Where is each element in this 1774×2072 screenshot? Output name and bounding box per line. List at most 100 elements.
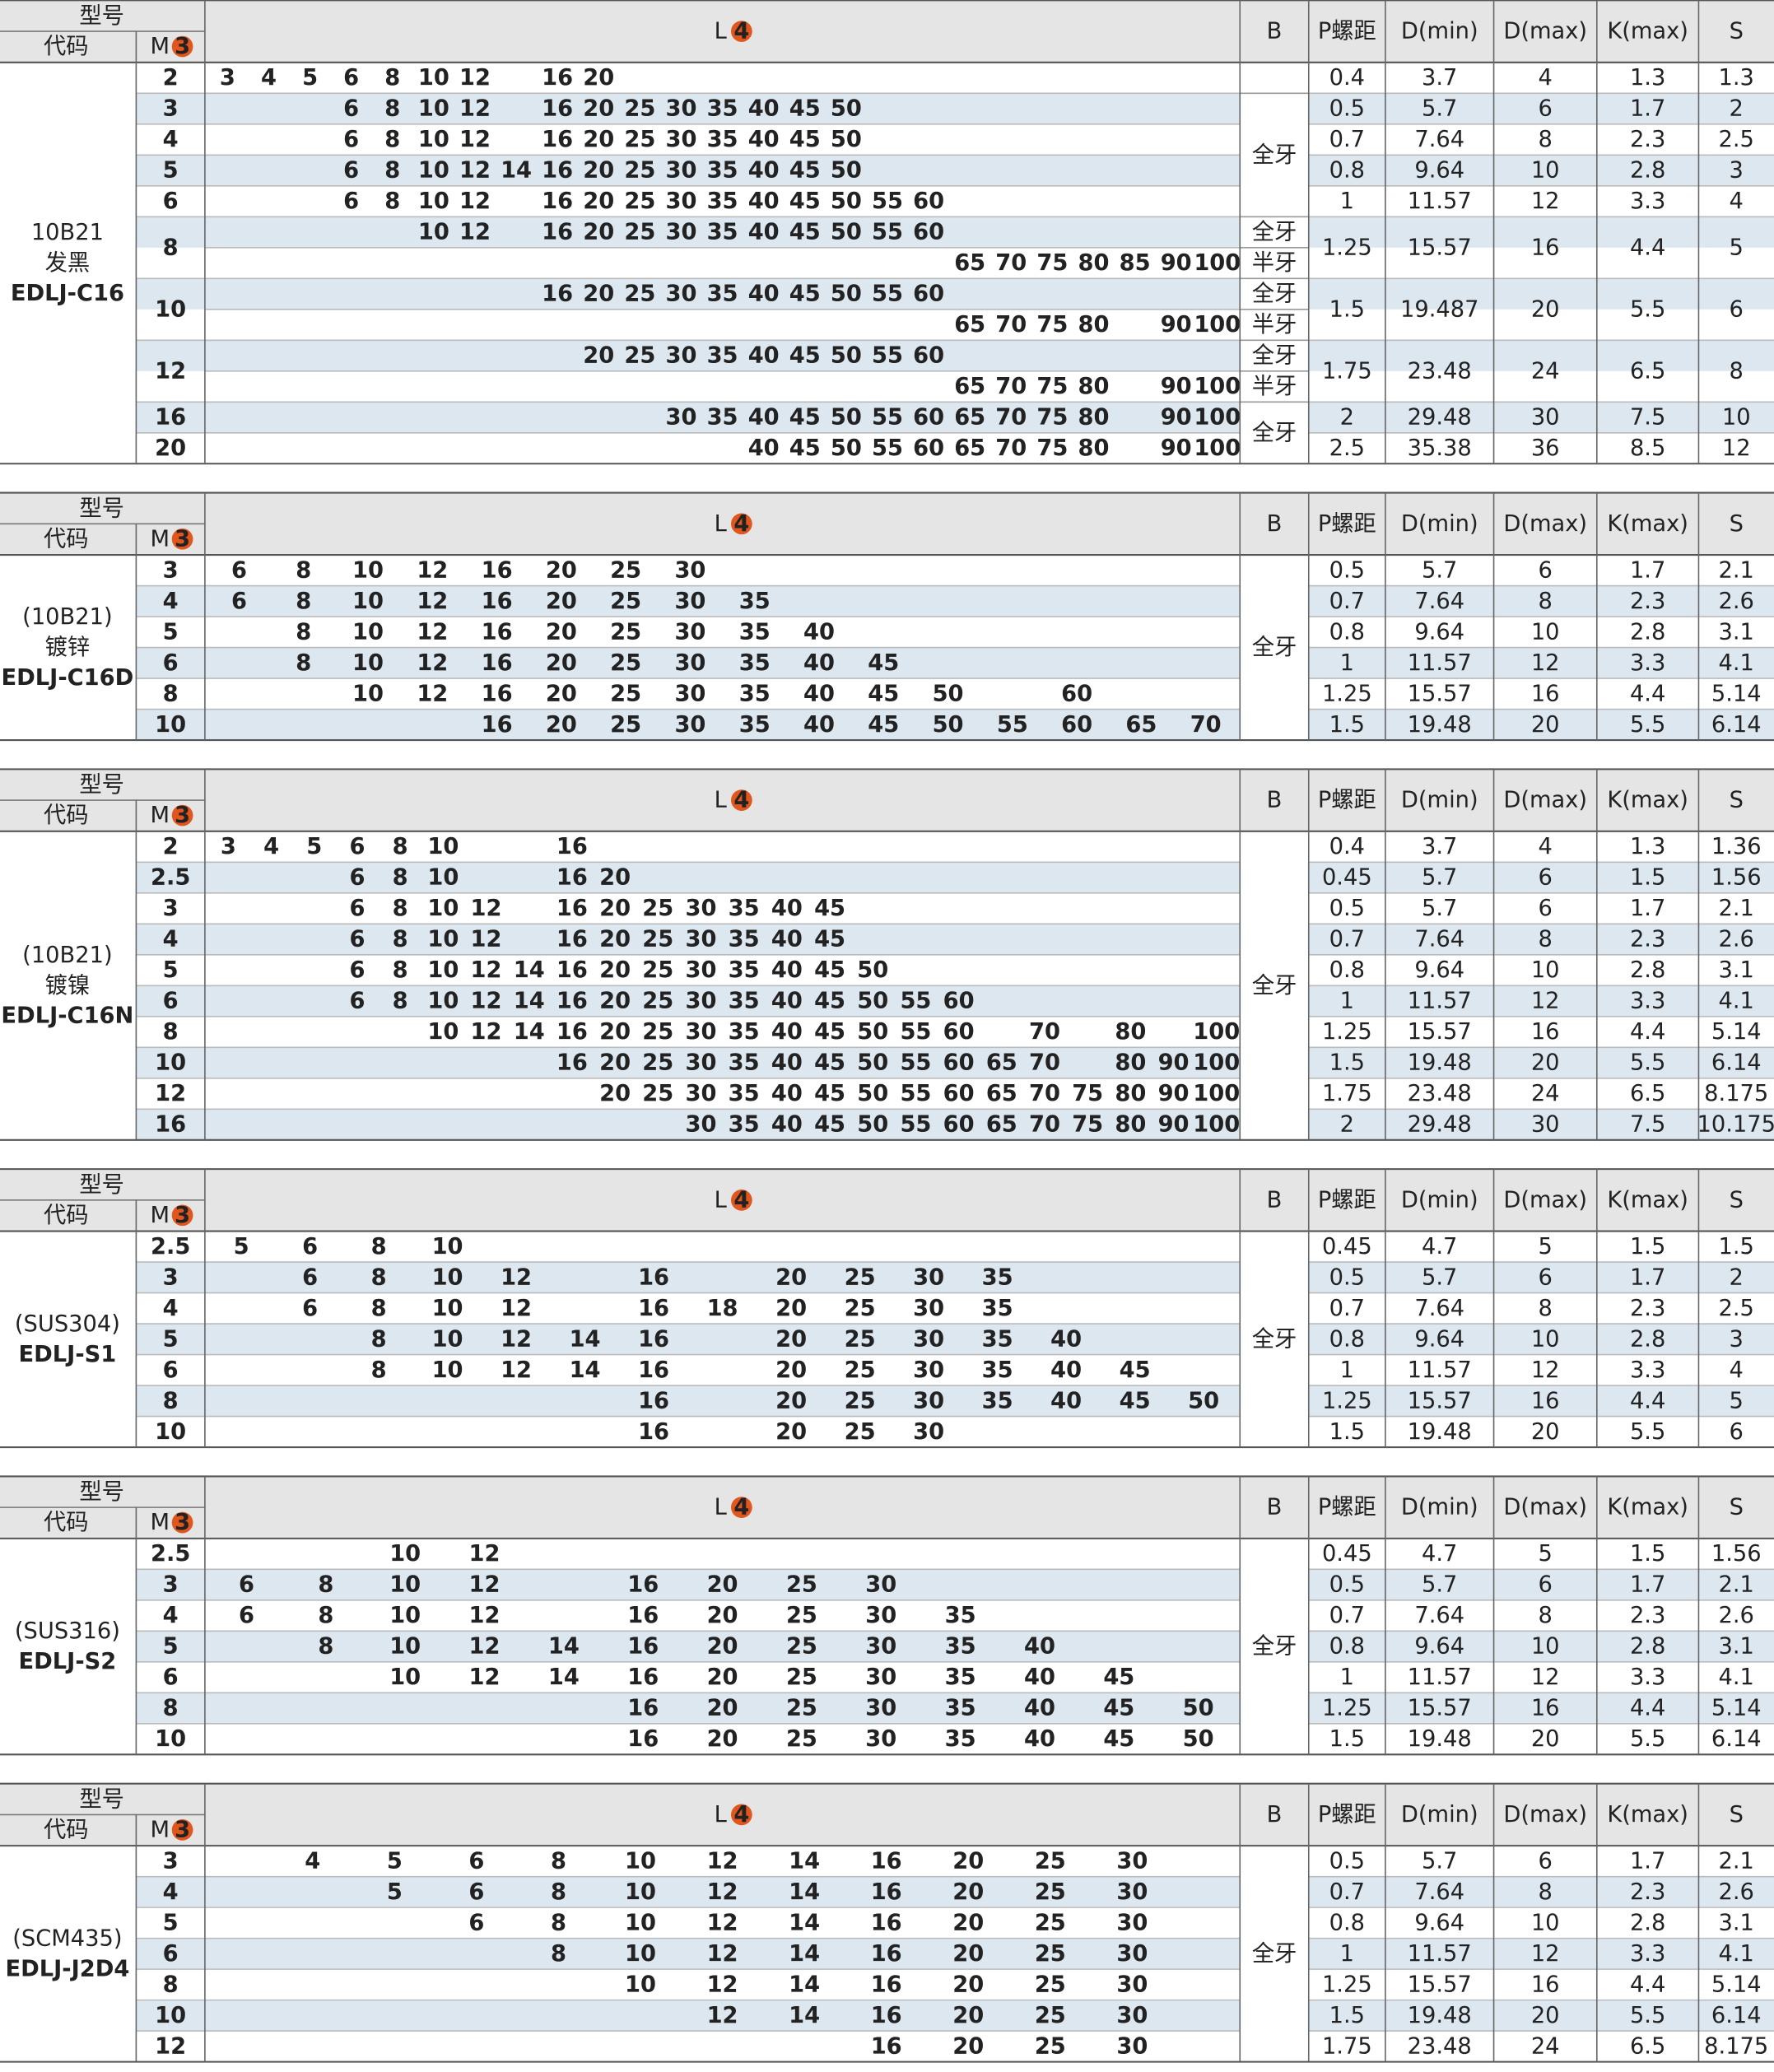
length-value: 50 [831,405,862,431]
k-value: 6.5 [1630,1081,1665,1106]
dmax-value: 6 [1539,1848,1553,1874]
length-value: 6 [349,865,365,891]
length-value: 10 [418,127,449,152]
length-value: 6 [343,189,359,214]
p-value: 1 [1340,989,1354,1014]
header-s: S [1730,788,1744,813]
length-value: 90 [1161,405,1192,431]
length-value: 14 [789,1972,820,1997]
k-value: 3.3 [1630,1941,1665,1967]
length-value: 6 [468,1910,484,1935]
row-shade [136,709,1241,741]
dmin-value: 7.64 [1414,589,1464,614]
header-l: L [715,19,728,44]
header-l: L [715,1802,728,1828]
length-value: 50 [831,343,862,369]
length-value: 45 [814,989,845,1014]
length-value: 16 [556,989,588,1014]
s-value: 2.5 [1719,1296,1754,1321]
header-p: P螺距 [1318,1495,1376,1520]
length-value: 25 [845,1264,876,1290]
m-size: 10 [155,1050,186,1076]
length-value: 25 [642,1081,673,1106]
m-size: 6 [163,1665,179,1690]
dmin-value: 15.57 [1408,1388,1472,1413]
length-value: 60 [943,1019,975,1045]
length-value: 35 [729,957,760,983]
m-size: 6 [163,650,179,676]
p-value: 1 [1340,189,1354,214]
length-value: 55 [997,712,1028,738]
dmax-value: 6 [1539,96,1553,122]
k-value: 5.5 [1630,1050,1665,1076]
length-value: 30 [665,158,696,184]
length-value: 65 [986,1112,1017,1138]
header-b: B [1267,788,1283,813]
length-value: 50 [857,1112,888,1138]
s-value: 2.1 [1719,1848,1754,1874]
length-value: 14 [548,1665,580,1690]
length-value: 12 [459,65,491,91]
length-value: 6 [343,96,359,122]
m-size: 8 [163,1972,179,1997]
length-value: 30 [913,1326,944,1352]
thread-type: 全牙 [1252,142,1297,168]
dmin-value: 7.64 [1414,1603,1464,1628]
m-size: 6 [163,1941,179,1967]
length-value: 20 [707,1603,738,1628]
p-value: 0.5 [1329,1848,1365,1874]
dmax-value: 8 [1539,1296,1553,1321]
s-value: 8 [1730,358,1744,384]
length-value: 20 [599,1050,631,1076]
length-value: 12 [707,2003,738,2028]
length-value: 16 [482,681,513,706]
length-value: 25 [1035,1972,1066,1997]
length-value: 16 [638,1296,669,1321]
length-value: 30 [1116,1879,1148,1905]
s-value: 3.1 [1719,619,1754,645]
k-value: 2.3 [1630,927,1665,952]
length-value: 12 [417,619,448,645]
dmin-value: 11.57 [1408,189,1472,214]
length-value: 20 [707,1634,738,1660]
length-value: 55 [872,189,903,214]
dmax-value: 6 [1539,865,1553,891]
s-value: 1.36 [1711,834,1762,859]
row-shade [1308,585,1774,617]
length-value: 35 [739,589,771,614]
length-value: 30 [913,1296,944,1321]
length-value: 20 [775,1296,807,1321]
p-value: 0.7 [1329,1603,1365,1628]
header-b: B [1267,1187,1283,1213]
length-value: 25 [786,1572,817,1598]
k-value: 2.8 [1630,1326,1665,1352]
row-shade [136,1262,1241,1293]
header-bg [0,1783,1774,1846]
badge-number: 4 [733,1802,749,1828]
length-value: 16 [542,189,573,214]
header-dmax: D(max) [1503,19,1587,44]
length-value: 12 [459,96,491,122]
dmin-value: 15.57 [1408,1696,1472,1721]
dmax-value: 30 [1531,405,1560,431]
header-p: P螺距 [1318,19,1376,44]
length-value: 35 [982,1296,1013,1321]
header-model: 型号 [79,1479,124,1505]
length-value: 40 [771,896,803,921]
length-value: 16 [627,1665,659,1690]
s-value: 5.14 [1711,1696,1762,1721]
length-value: 18 [707,1296,738,1321]
m-size: 2 [163,834,179,859]
header-s: S [1730,511,1744,537]
length-value: 55 [872,220,903,245]
length-value: 8 [393,957,408,983]
dmin-value: 9.64 [1414,1634,1464,1660]
header-k: K(max) [1607,788,1688,813]
length-value: 8 [371,1326,387,1352]
thread-type: 全牙 [1252,1326,1297,1352]
length-value: 35 [739,681,771,706]
length-value: 90 [1158,1050,1190,1076]
length-value: 35 [729,1050,760,1076]
length-value: 25 [624,127,655,152]
length-value: 30 [685,957,716,983]
